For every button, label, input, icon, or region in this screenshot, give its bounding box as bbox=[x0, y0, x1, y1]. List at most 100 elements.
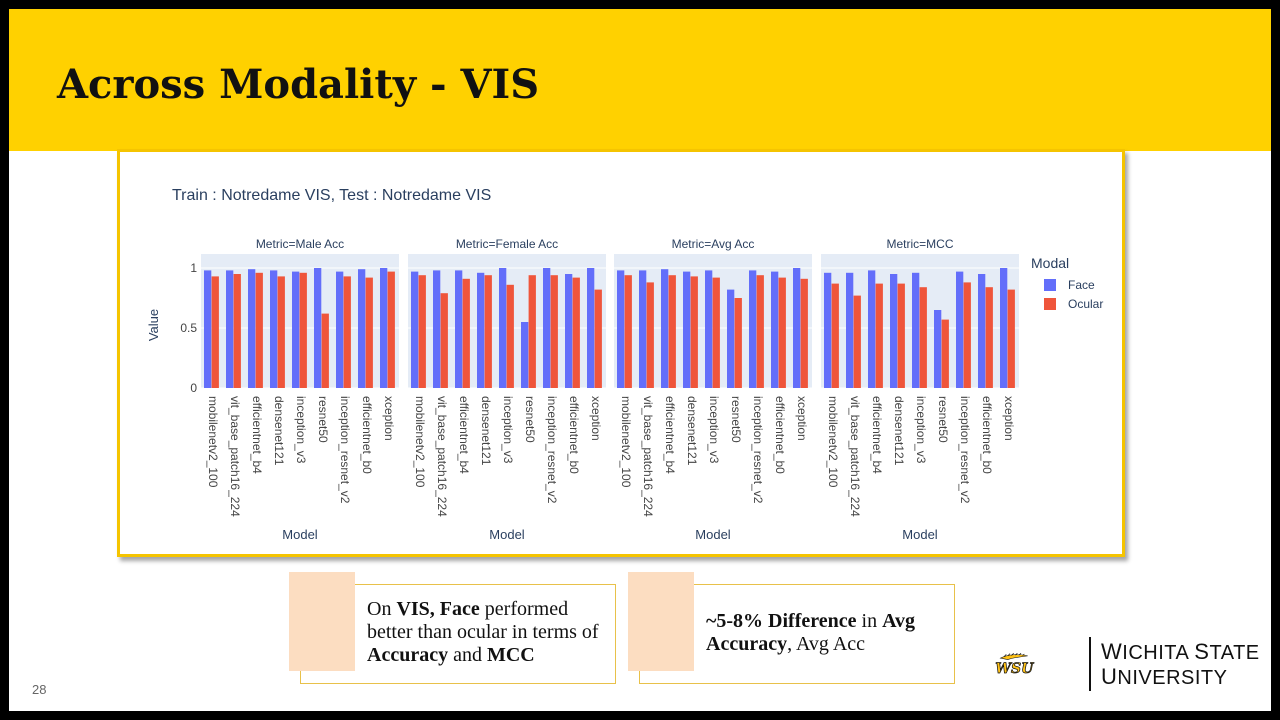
x-tick-label: xception bbox=[589, 396, 603, 441]
bar-face bbox=[336, 271, 344, 388]
page-number: 28 bbox=[32, 682, 47, 697]
bar-ocular bbox=[800, 278, 808, 388]
callout-text-2: ~5-8% Difference in Avg Accuracy, Avg Ac… bbox=[706, 610, 950, 656]
wsu-wordmark: WICHITA STATE UNIVERSITY bbox=[1101, 639, 1260, 690]
callout-text-1: On VIS, Face performed better than ocula… bbox=[367, 598, 611, 667]
bar-face bbox=[358, 269, 366, 388]
callout-2-part: Avg Accuracy bbox=[706, 610, 916, 655]
title-banner bbox=[9, 9, 1271, 151]
bar-ocular bbox=[321, 313, 329, 388]
bar-face bbox=[314, 268, 322, 388]
bar-ocular bbox=[963, 282, 971, 388]
x-tick-label: inception_v3 bbox=[501, 396, 515, 464]
x-tick-label: efficientnet_b0 bbox=[567, 396, 581, 474]
bar-ocular bbox=[418, 275, 426, 388]
bar-ocular bbox=[343, 276, 351, 388]
callout-1-part: and bbox=[448, 644, 487, 666]
legend-label-face: Face bbox=[1068, 278, 1095, 292]
bar-face bbox=[292, 271, 300, 388]
panel-title: Metric=Avg Acc bbox=[672, 237, 755, 251]
bar-face bbox=[793, 268, 801, 388]
bar-face bbox=[226, 270, 234, 388]
panel-title: Metric=Male Acc bbox=[256, 237, 344, 251]
callout-2-part: , Avg Acc bbox=[787, 633, 866, 655]
bar-ocular bbox=[528, 275, 536, 388]
bar-face bbox=[1000, 268, 1008, 388]
x-tick-label: xception bbox=[382, 396, 396, 441]
slide: Across Modality - VIS Train : Notredame … bbox=[9, 9, 1271, 711]
bar-face bbox=[270, 270, 278, 388]
x-tick-label: densenet121 bbox=[685, 396, 699, 466]
chart-title: Train : Notredame VIS, Test : Notredame … bbox=[172, 187, 491, 204]
x-tick-label: mobilenetv2_100 bbox=[206, 396, 220, 488]
bar-face bbox=[565, 274, 573, 388]
y-tick-label: 0 bbox=[190, 381, 197, 395]
bar-ocular bbox=[712, 277, 720, 388]
bar-face bbox=[912, 272, 920, 388]
bar-face bbox=[543, 268, 551, 388]
bar-ocular bbox=[365, 277, 373, 388]
bar-ocular bbox=[624, 275, 632, 388]
x-tick-label: resnet50 bbox=[523, 396, 537, 443]
bar-face bbox=[587, 268, 595, 388]
x-tick-label: inception_v3 bbox=[294, 396, 308, 464]
y-axis-title: Value bbox=[146, 309, 161, 341]
callout-1-part: VIS, Face bbox=[396, 598, 480, 620]
bar-face bbox=[477, 272, 485, 388]
bar-face bbox=[455, 270, 463, 388]
bar-face bbox=[978, 274, 986, 388]
legend-label-ocular: Ocular bbox=[1068, 297, 1103, 311]
bar-ocular bbox=[594, 289, 602, 388]
legend-swatch-ocular bbox=[1044, 298, 1056, 310]
bar-ocular bbox=[550, 275, 558, 388]
bar-face bbox=[380, 268, 388, 388]
x-tick-label: efficientnet_b0 bbox=[773, 396, 787, 474]
x-tick-label: inception_v3 bbox=[914, 396, 928, 464]
bar-ocular bbox=[756, 275, 764, 388]
bar-ocular bbox=[572, 277, 580, 388]
x-tick-label: inception_resnet_v2 bbox=[958, 396, 972, 504]
callout-1-part: Accuracy bbox=[367, 644, 449, 666]
bar-face bbox=[521, 322, 529, 388]
x-tick-label: resnet50 bbox=[936, 396, 950, 443]
x-tick-label: efficientnet_b0 bbox=[980, 396, 994, 474]
x-tick-label: vit_base_patch16_224 bbox=[641, 396, 655, 517]
bar-face bbox=[868, 270, 876, 388]
bar-ocular bbox=[646, 282, 654, 388]
bar-face bbox=[934, 310, 942, 388]
bar-ocular bbox=[299, 272, 307, 388]
x-tick-label: efficientnet_b4 bbox=[663, 396, 677, 474]
bar-ocular bbox=[440, 293, 448, 388]
bar-face bbox=[661, 269, 669, 388]
bar-ocular bbox=[1007, 289, 1015, 388]
slide-title: Across Modality - VIS bbox=[57, 61, 540, 108]
bar-face bbox=[705, 270, 713, 388]
callout-1-part: MCC bbox=[486, 644, 535, 666]
bar-ocular bbox=[941, 319, 949, 388]
x-tick-label: efficientnet_b0 bbox=[360, 396, 374, 474]
bar-ocular bbox=[985, 287, 993, 388]
x-tick-label: efficientnet_b4 bbox=[457, 396, 471, 474]
x-tick-label: resnet50 bbox=[729, 396, 743, 443]
bar-face bbox=[411, 271, 419, 388]
bar-ocular bbox=[462, 278, 470, 388]
bar-ocular bbox=[690, 276, 698, 388]
bar-face bbox=[771, 271, 779, 388]
bar-ocular bbox=[875, 283, 883, 388]
bar-ocular bbox=[897, 283, 905, 388]
callout-1-part: performed better than ocular in terms of bbox=[367, 598, 599, 643]
bar-chart: Train : Notredame VIS, Test : Notredame … bbox=[146, 187, 1103, 542]
logo-divider bbox=[1089, 637, 1091, 691]
x-axis-title: Model bbox=[902, 527, 938, 542]
bar-ocular bbox=[387, 271, 395, 388]
bar-face bbox=[727, 289, 735, 388]
callout-2-part: in bbox=[856, 610, 883, 632]
bar-face bbox=[956, 271, 964, 388]
bar-ocular bbox=[484, 275, 492, 388]
bar-ocular bbox=[211, 276, 219, 388]
x-tick-label: densenet121 bbox=[892, 396, 906, 466]
bar-face bbox=[617, 270, 625, 388]
panel-title: Metric=Female Acc bbox=[456, 237, 558, 251]
y-tick-label: 1 bbox=[190, 261, 197, 275]
x-tick-label: xception bbox=[1002, 396, 1016, 441]
